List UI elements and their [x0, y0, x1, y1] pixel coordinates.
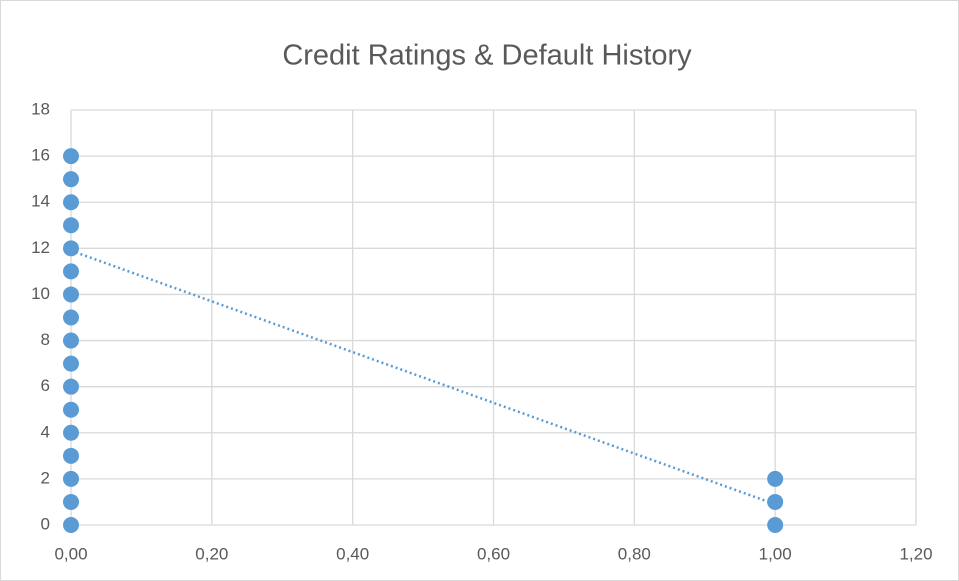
y-tick-label: 14	[31, 192, 50, 211]
x-tick-label: 1,20	[899, 544, 932, 563]
scatter-point	[63, 447, 79, 464]
scatter-point	[63, 171, 79, 188]
scatter-point	[63, 424, 79, 441]
scatter-point	[63, 148, 79, 165]
y-tick-label: 6	[41, 376, 50, 395]
x-tick-label: 0,00	[54, 544, 87, 563]
y-tick-label: 12	[31, 238, 50, 257]
y-tick-label: 10	[31, 284, 50, 303]
scatter-point	[767, 493, 784, 510]
x-tick-label: 0,40	[336, 544, 369, 563]
scatter-point	[63, 194, 79, 211]
scatter-point	[767, 470, 784, 487]
y-tick-label: 2	[41, 468, 50, 487]
scatter-point	[63, 401, 79, 418]
scatter-point	[63, 355, 79, 372]
scatter-point	[63, 286, 79, 303]
y-tick-label: 16	[31, 146, 50, 165]
scatter-point	[63, 493, 79, 510]
x-tick-label: 1,00	[759, 544, 792, 563]
x-tick-label: 0,20	[195, 544, 228, 563]
scatter-point	[63, 240, 79, 257]
y-tick-label: 8	[41, 330, 50, 349]
scatter-point	[63, 332, 79, 349]
scatter-point	[63, 470, 79, 487]
scatter-point	[767, 517, 784, 533]
scatter-point	[63, 517, 79, 533]
scatter-point	[63, 378, 79, 395]
x-tick-label: 0,60	[477, 544, 510, 563]
y-tick-label: 0	[41, 514, 50, 533]
y-tick-label: 4	[41, 422, 50, 441]
scatter-point	[63, 217, 79, 234]
scatter-point	[63, 263, 79, 280]
scatter-point	[63, 309, 79, 326]
chart-title: Credit Ratings & Default History	[282, 40, 692, 72]
y-tick-label: 18	[31, 99, 50, 118]
x-tick-label: 0,80	[618, 544, 651, 563]
